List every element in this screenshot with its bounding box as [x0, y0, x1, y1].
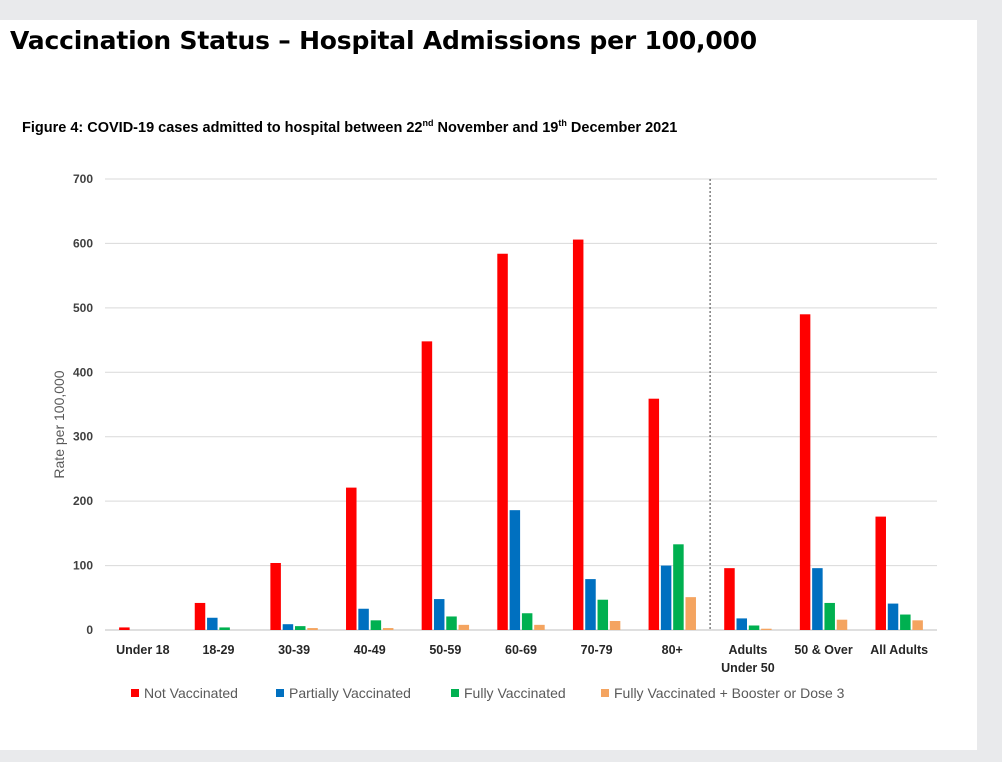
page-title: Vaccination Status – Hospital Admissions…: [10, 26, 757, 55]
bar: [836, 619, 848, 630]
bar: [270, 562, 281, 630]
y-tick-label: 400: [73, 365, 93, 379]
bar: [119, 627, 130, 630]
bar: [875, 516, 886, 630]
legend-swatch: [131, 689, 139, 697]
figure-caption-part1: Figure 4: COVID-19 cases admitted to hos…: [22, 119, 423, 136]
bar: [597, 599, 609, 630]
bar: [458, 624, 470, 630]
y-tick-label: 100: [73, 559, 93, 573]
bar: [497, 253, 508, 631]
bar: [900, 614, 911, 630]
bar: [799, 314, 811, 630]
figure-caption-part2: November and 19: [433, 119, 559, 136]
bar: [534, 624, 545, 630]
bar: [358, 608, 369, 630]
bar: [660, 565, 672, 630]
bar: [194, 602, 206, 630]
y-tick-label: 300: [73, 430, 93, 444]
figure-panel: Vaccination Status – Hospital Admissions…: [0, 20, 977, 750]
bar: [509, 510, 521, 630]
x-tick-label: 40-49: [354, 643, 386, 657]
bar: [572, 239, 584, 630]
y-tick-label: 0: [86, 623, 93, 637]
bar: [294, 626, 306, 630]
bar: [585, 579, 596, 630]
bar: [370, 620, 382, 630]
bar: [724, 568, 735, 630]
bar: [648, 398, 660, 630]
bar: [673, 544, 684, 630]
x-tick-label: 80+: [662, 643, 683, 657]
bar: [824, 602, 835, 630]
y-tick-label: 200: [73, 494, 93, 508]
bar: [446, 616, 457, 630]
legend-label: Fully Vaccinated: [464, 685, 566, 701]
bar: [736, 618, 748, 630]
y-axis-label: Rate per 100,000: [51, 370, 67, 478]
legend-label: Not Vaccinated: [144, 685, 238, 701]
x-tick-label: 70-79: [581, 643, 613, 657]
y-tick-label: 600: [73, 236, 93, 250]
y-tick-label: 500: [73, 301, 93, 315]
bar-chart: 0 100 200 300 400 500 600 700 Rate per 100,000 Un…: [51, 172, 937, 701]
x-tick-label: 60-69: [505, 643, 537, 657]
figure-caption: Figure 4: COVID-19 cases admitted to hos…: [22, 118, 677, 136]
bar: [761, 628, 772, 630]
bar: [912, 620, 923, 630]
legend-swatch: [451, 689, 459, 697]
bar: [307, 628, 318, 630]
figure-caption-sup1: nd: [422, 118, 434, 128]
x-tick-label: Under 18: [116, 643, 170, 657]
x-tick-label: 30-39: [278, 643, 310, 657]
figure-caption-part3: December 2021: [566, 119, 678, 136]
bar: [521, 613, 533, 630]
legend-label: Fully Vaccinated + Booster or Dose 3: [614, 685, 845, 701]
bar: [382, 628, 394, 630]
legend-swatch: [601, 689, 609, 697]
bar: [433, 599, 445, 630]
bar: [282, 624, 294, 630]
bar: [812, 568, 823, 630]
x-tick-label: Under 50: [721, 661, 775, 675]
bar: [609, 620, 621, 630]
bar: [748, 625, 760, 630]
x-tick-label: 50-59: [429, 643, 461, 657]
legend-label: Partially Vaccinated: [289, 685, 411, 701]
bar: [421, 341, 433, 630]
y-tick-label: 700: [73, 172, 93, 186]
x-tick-label: All Adults: [870, 643, 928, 657]
x-tick-label: Adults: [728, 643, 767, 657]
legend-swatch: [276, 689, 284, 697]
bar: [685, 597, 696, 630]
x-tick-label: 50 & Over: [794, 643, 853, 657]
bar: [207, 617, 218, 630]
bar: [887, 603, 899, 630]
bar: [346, 487, 357, 630]
bar: [219, 627, 230, 630]
x-tick-label: 18-29: [202, 643, 234, 657]
figure-caption-sup2: th: [558, 118, 567, 128]
